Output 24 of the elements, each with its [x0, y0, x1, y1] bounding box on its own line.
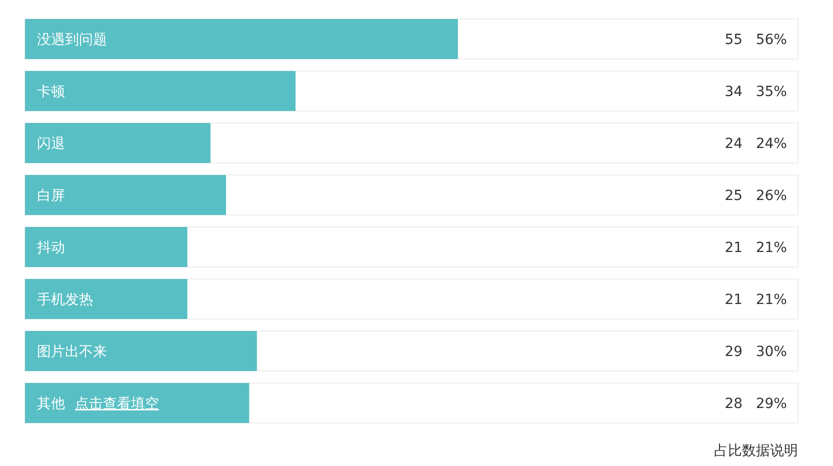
annotation: 占比数据说明 [714, 443, 798, 459]
data-label: 21 21% [724, 292, 787, 308]
y-tick-label: 没遇到问题 [37, 32, 107, 48]
bar [25, 123, 211, 163]
y-tick-label: 图片出不来 [37, 344, 107, 360]
data-label: 21 21% [724, 240, 787, 256]
y-tick-label: 卡顿 [37, 84, 65, 100]
bar [25, 175, 226, 215]
y-tick-label: 抖动 [36, 240, 65, 256]
y-tick-label: 手机发热 [37, 292, 93, 308]
data-label: 34 35% [724, 84, 787, 100]
y-tick-label: 白屏 [37, 188, 65, 204]
data-label: 24 24% [724, 136, 787, 152]
data-label: 28 29% [724, 396, 787, 412]
data-label: 55 56% [724, 32, 787, 48]
annotation: 点击查看填空 [75, 396, 159, 412]
bar [25, 227, 188, 267]
bar [25, 279, 188, 319]
bar [25, 383, 250, 423]
y-tick-label: 闪退 [37, 136, 65, 152]
y-tick-label: 其他 [37, 396, 65, 412]
bar [25, 331, 257, 371]
data-label: 29 30% [724, 344, 787, 360]
data-label: 25 26% [724, 188, 787, 204]
